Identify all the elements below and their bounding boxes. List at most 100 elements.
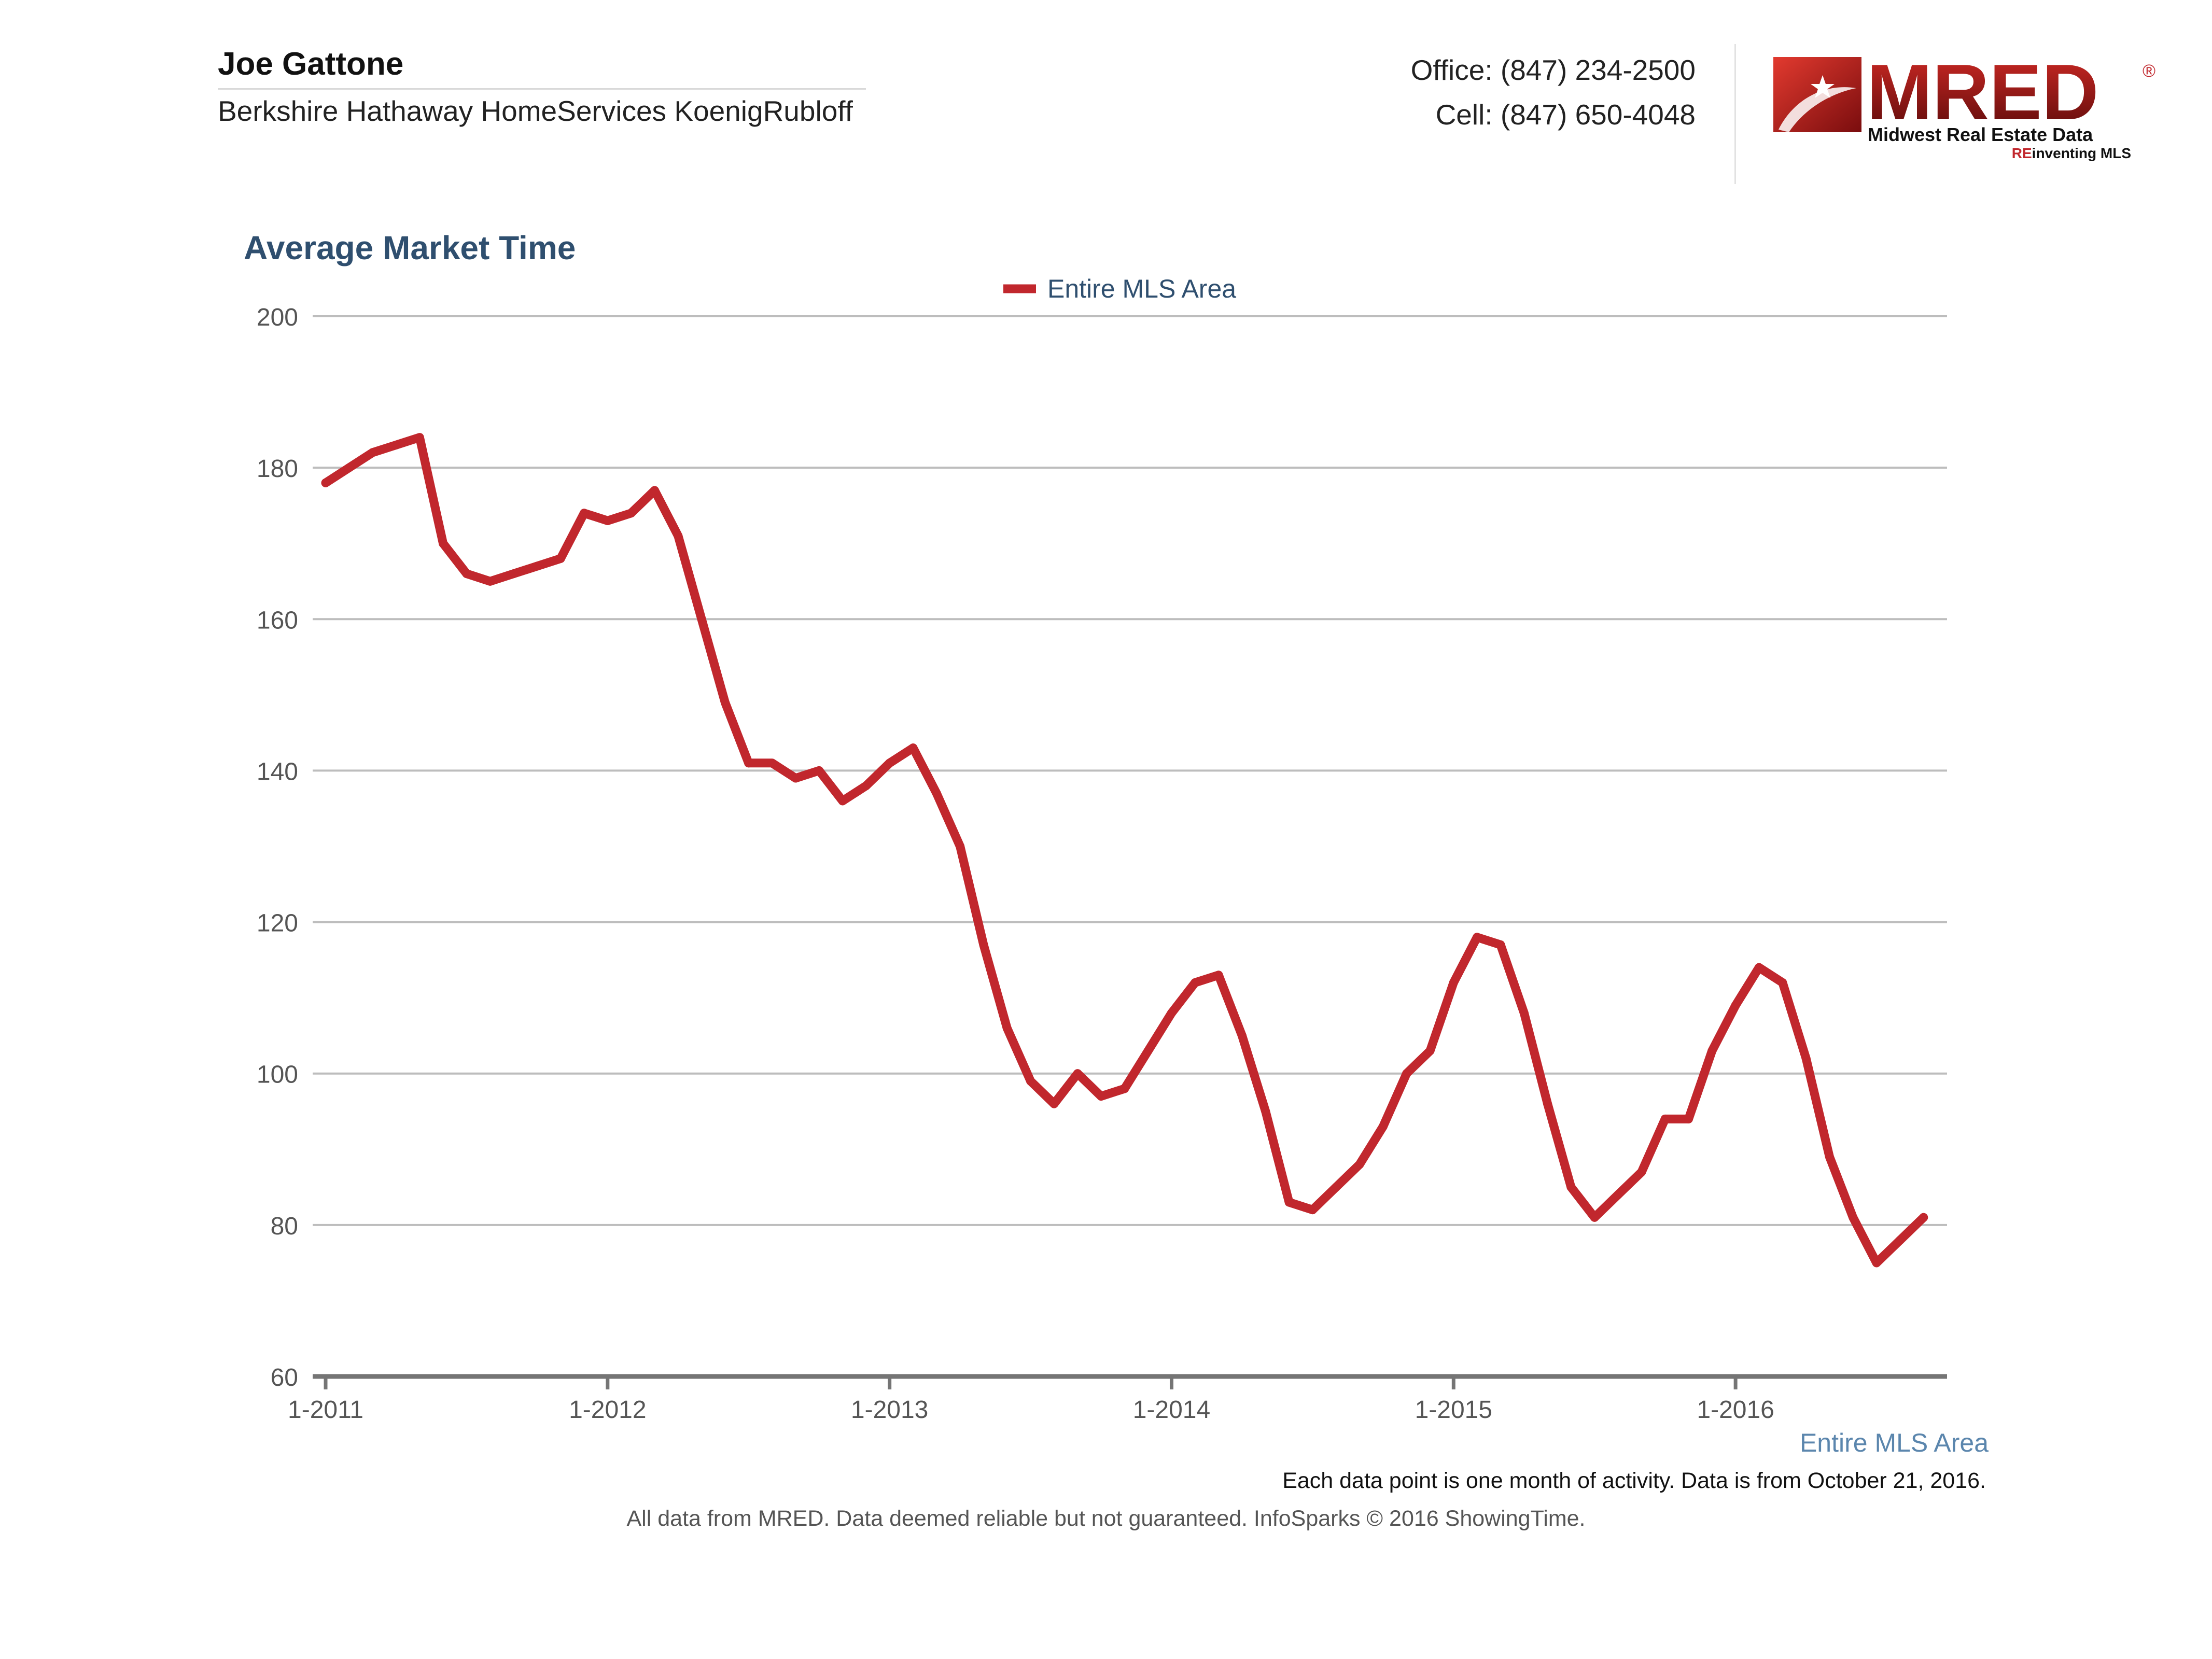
logo-slogan-rest: inventing MLS: [2032, 145, 2131, 161]
data-point: [1425, 1046, 1435, 1056]
legend: Entire MLS Area: [1003, 274, 1236, 303]
data-point: [1097, 1092, 1106, 1101]
data-point: [556, 554, 565, 563]
data-point: [956, 842, 965, 851]
data-point: [485, 577, 495, 586]
data-point: [1543, 1099, 1552, 1108]
data-point: [1261, 1107, 1270, 1116]
x-tick-label: 1-2014: [1133, 1396, 1210, 1424]
data-point: [908, 743, 918, 753]
data-point: [1355, 1160, 1364, 1169]
data-point: [1895, 1235, 1905, 1245]
data-point: [791, 774, 800, 783]
data-point: [1214, 971, 1223, 980]
axis-series-label: Entire MLS Area: [1800, 1428, 1989, 1457]
cell-phone: Cell: (847) 650-4048: [1435, 99, 1696, 131]
data-point: [1707, 1046, 1717, 1056]
logo-tagline: Midwest Real Estate Data: [1868, 124, 2093, 145]
data-point: [1590, 1213, 1599, 1222]
data-point: [1684, 1114, 1693, 1123]
x-tick-label: 1-2012: [569, 1396, 646, 1424]
data-point: [1872, 1258, 1881, 1268]
y-tick-label: 60: [271, 1364, 298, 1391]
data-point: [1825, 1152, 1834, 1161]
data-point: [1049, 1099, 1059, 1108]
data-point: [1519, 1008, 1529, 1018]
y-tick-label: 100: [257, 1061, 298, 1089]
data-point: [720, 698, 730, 707]
data-point: [1473, 933, 1482, 942]
data-point: [1073, 1069, 1082, 1078]
data-point: [1308, 1205, 1317, 1215]
data-point: [744, 758, 753, 768]
mred-logo: MRED ® Midwest Real Estate Data REinvent…: [1773, 52, 2155, 161]
data-point: [1849, 1213, 1858, 1222]
x-tick-label: 1-2015: [1415, 1396, 1492, 1424]
star-swoosh-icon: [1773, 57, 1861, 132]
header-divider: [1734, 44, 1736, 184]
data-point: [368, 448, 377, 457]
data-point: [885, 758, 894, 768]
footer-disclaimer: All data from MRED. Data deemed reliable…: [626, 1506, 1585, 1531]
data-point: [838, 796, 847, 806]
y-tick-label: 80: [271, 1213, 298, 1240]
data-point: [932, 789, 941, 798]
data-point: [1120, 1084, 1129, 1093]
data-point: [815, 766, 824, 775]
data-point: [391, 440, 401, 449]
data-point: [674, 531, 683, 541]
data-point: [1496, 940, 1505, 949]
data-point: [321, 478, 330, 487]
data-note: Each data point is one month of activity…: [1282, 1468, 1986, 1493]
logo-registered-mark: ®: [2143, 61, 2155, 81]
data-point: [979, 940, 988, 949]
y-tick-label: 120: [257, 910, 298, 937]
data-point: [415, 433, 424, 442]
data-point: [1002, 1023, 1012, 1033]
data-point: [767, 758, 777, 768]
data-point: [861, 781, 871, 791]
data-point: [650, 486, 659, 495]
data-point: [1237, 1031, 1247, 1041]
data-point: [1566, 1183, 1576, 1192]
data-point: [626, 509, 636, 518]
data-point: [344, 463, 354, 472]
data-point: [1378, 1122, 1388, 1131]
data-point: [697, 614, 706, 624]
contact-info: Office: (847) 234-2500 Cell: (847) 650-4…: [1411, 48, 1696, 137]
data-point: [580, 509, 589, 518]
logo-wordmark: MRED: [1867, 52, 2099, 136]
data-point: [1143, 1046, 1153, 1056]
data-point: [1754, 963, 1763, 972]
name-divider: [218, 88, 866, 90]
data-point: [1614, 1190, 1623, 1199]
agent-company: Berkshire Hathaway HomeServices KoenigRu…: [218, 95, 853, 127]
data-point: [603, 516, 612, 525]
agent-name: Joe Gattone: [218, 46, 404, 82]
x-tick-label: 1-2011: [288, 1396, 363, 1424]
legend-label: Entire MLS Area: [1047, 274, 1236, 303]
data-point: [1731, 1001, 1740, 1010]
data-point: [1284, 1198, 1294, 1207]
logo-slogan: REinventing MLS: [2012, 145, 2131, 161]
data-point: [1778, 978, 1787, 987]
data-point: [1191, 978, 1200, 987]
data-point: [1167, 1008, 1176, 1018]
data-point: [1660, 1114, 1670, 1123]
data-point: [1637, 1168, 1646, 1177]
x-tick-label: 1-2016: [1697, 1396, 1774, 1424]
data-point: [1919, 1213, 1928, 1222]
chart-title: Average Market Time: [244, 229, 576, 266]
y-tick-label: 140: [257, 758, 298, 785]
data-point: [439, 539, 448, 548]
data-point: [533, 561, 542, 571]
y-tick-label: 200: [257, 304, 298, 331]
office-phone: Office: (847) 234-2500: [1410, 54, 1696, 86]
logo-slogan-prefix: RE: [2012, 145, 2032, 161]
y-tick-label: 180: [257, 455, 298, 483]
data-point: [509, 569, 519, 579]
data-point: [1026, 1076, 1035, 1086]
y-tick-label: 160: [257, 607, 298, 634]
data-point: [1402, 1069, 1411, 1078]
